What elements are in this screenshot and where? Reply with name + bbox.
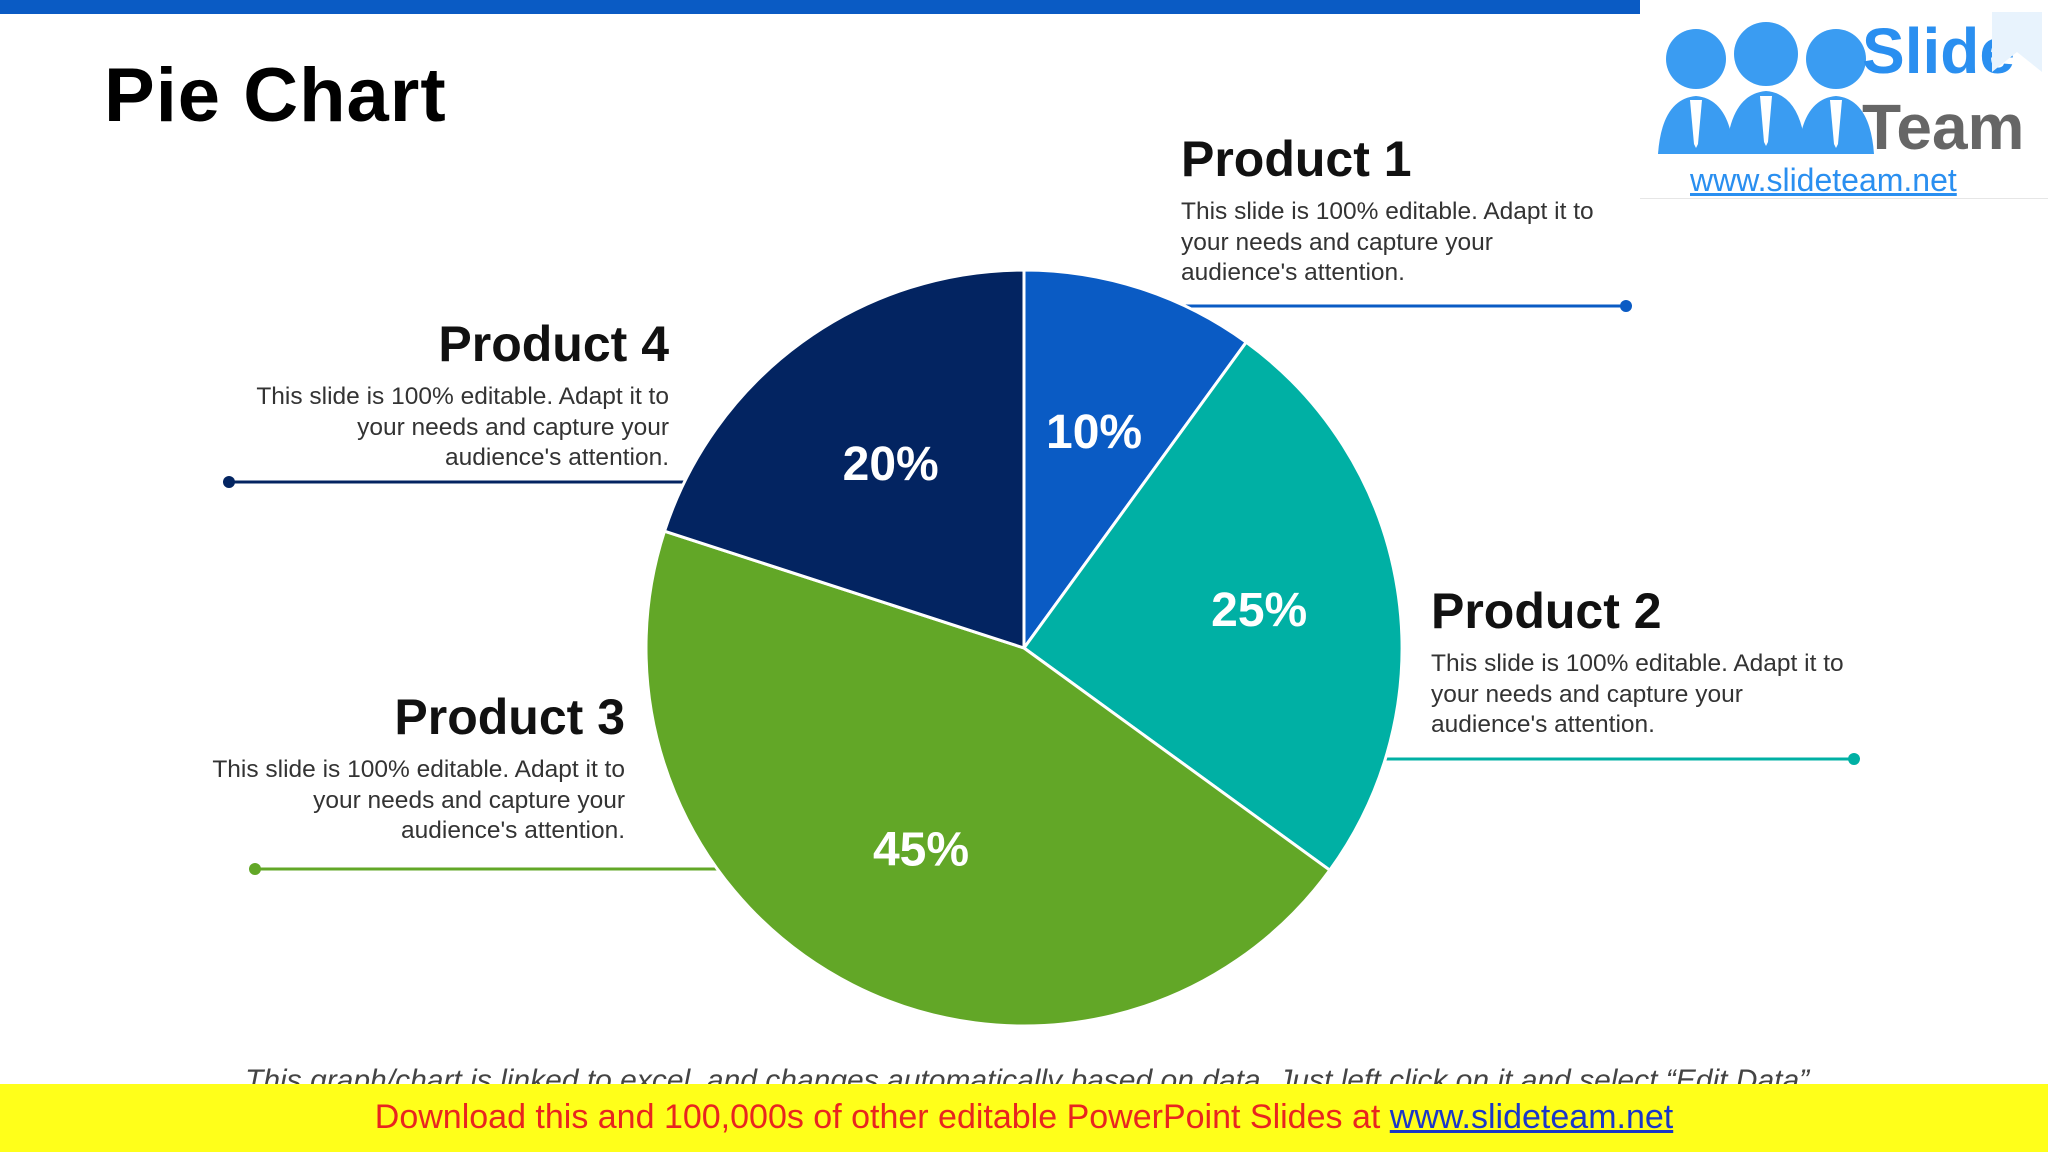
pie-slice-3[interactable]	[644, 529, 1332, 1028]
product-1-description: This slide is 100% editable. Adapt it to…	[1181, 198, 1594, 287]
connector-dot-2	[1848, 753, 1860, 765]
pie-slice-4[interactable]	[662, 268, 1026, 651]
product-4-description: This slide is 100% editable. Adapt it to…	[256, 383, 669, 472]
pie-label-2: 25%	[1211, 584, 1307, 637]
product-1-block: Product 1 This slide is 100% editable. A…	[1181, 132, 1601, 289]
footer-download-text: Download this and 100,000s of other edit…	[0, 1098, 2048, 1137]
pie-slices	[644, 268, 1404, 1028]
footer-download-link[interactable]: www.slideteam.net	[1389, 1098, 1674, 1136]
pie-slice-1[interactable]	[1022, 268, 1249, 653]
product-3-block: Product 3 This slide is 100% editable. A…	[205, 690, 625, 847]
connector-lines	[223, 300, 1860, 875]
logo-url-link[interactable]: www.slideteam.net	[1690, 162, 1957, 198]
top-accent-bar	[0, 0, 1640, 14]
product-2-block: Product 2 This slide is 100% editable. A…	[1431, 584, 1851, 741]
footer-download-prefix: Download this and 100,000s of other edit…	[374, 1098, 1390, 1136]
pie-slice-labels: 10% 25% 45% 20%	[843, 406, 1308, 877]
product-4-title: Product 4	[438, 316, 669, 372]
pie-label-4: 20%	[843, 438, 939, 491]
pie-slice-2[interactable]	[1021, 340, 1404, 873]
pie-label-1: 10%	[1046, 406, 1142, 459]
product-2-description: This slide is 100% editable. Adapt it to…	[1431, 650, 1844, 739]
connector-dot-4	[223, 476, 235, 488]
product-2-title: Product 2	[1431, 583, 1662, 639]
product-3-title: Product 3	[394, 689, 625, 745]
logo-brand-bottom: Team	[1862, 91, 2025, 163]
slide-title: Pie Chart	[104, 53, 447, 138]
connector-dot-3	[249, 863, 261, 875]
product-3-description: This slide is 100% editable. Adapt it to…	[212, 756, 625, 845]
product-1-title: Product 1	[1181, 131, 1412, 187]
logo-brand-top: Slide	[1862, 15, 2015, 87]
corner-ribbon-icon	[1992, 12, 2042, 72]
footer-banner	[0, 1084, 2048, 1152]
connector-dot-1	[1620, 300, 1632, 312]
product-4-block: Product 4 This slide is 100% editable. A…	[249, 317, 669, 474]
slideteam-logo[interactable]: Slide Team www.slideteam.net	[1640, 0, 2048, 199]
people-icon	[1658, 22, 1874, 154]
pie-label-3: 45%	[873, 824, 969, 877]
